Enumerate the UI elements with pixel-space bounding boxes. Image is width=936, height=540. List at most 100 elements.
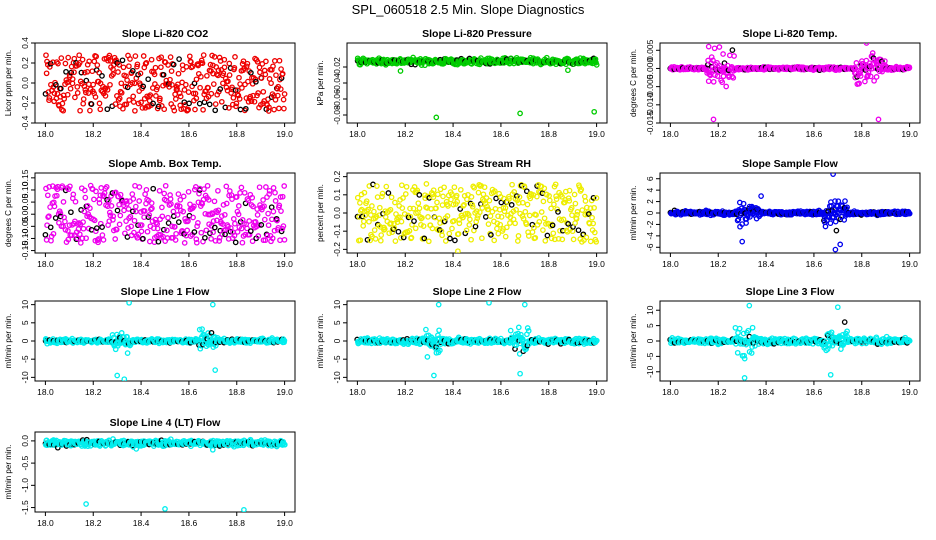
data-point <box>215 207 222 214</box>
highlight-point <box>447 235 453 242</box>
data-point <box>191 203 197 210</box>
data-point <box>140 53 147 59</box>
data-point <box>208 235 214 242</box>
data-point <box>77 107 83 114</box>
x-tick-label: 18.2 <box>710 129 727 139</box>
data-point <box>430 187 437 194</box>
highlight-point <box>452 237 458 244</box>
data-point <box>511 189 518 195</box>
data-point <box>199 60 206 67</box>
data-point <box>532 234 539 241</box>
data-point <box>149 205 155 212</box>
data-point <box>212 237 219 244</box>
data-point <box>117 191 124 198</box>
y-tick-label: 4 <box>645 188 655 193</box>
x-tick-label: 18.2 <box>710 259 727 269</box>
data-point <box>146 238 153 245</box>
data-point <box>147 92 154 98</box>
data-point <box>542 237 549 244</box>
data-point <box>123 218 129 224</box>
y-tick-label: -5 <box>645 352 655 360</box>
data-point <box>250 203 256 210</box>
y-tick-label: 0.00 <box>20 206 30 223</box>
data-point <box>103 184 110 190</box>
x-tick-label: 18.8 <box>853 259 870 269</box>
data-point <box>225 78 231 85</box>
data-point <box>399 205 406 211</box>
data-point <box>165 214 171 221</box>
data-point <box>252 76 259 83</box>
data-point <box>157 95 163 102</box>
data-point <box>134 234 141 241</box>
highlight-point <box>140 83 147 90</box>
data-point <box>862 78 868 85</box>
data-point <box>402 191 409 197</box>
x-tick-label: 18.8 <box>228 518 245 528</box>
data-point <box>480 191 487 198</box>
data-point <box>80 96 87 102</box>
data-point <box>236 74 242 81</box>
data-point <box>184 227 191 234</box>
data-point <box>448 196 454 203</box>
data-point <box>216 238 223 244</box>
data-point <box>210 81 217 87</box>
data-point <box>132 203 139 210</box>
data-point <box>137 70 144 77</box>
highlight-point <box>114 207 121 214</box>
highlight-point <box>364 236 371 243</box>
data-points <box>354 301 600 379</box>
data-point <box>114 372 121 379</box>
data-point <box>578 186 585 193</box>
data-point <box>182 81 189 88</box>
data-point <box>189 63 196 70</box>
y-tick-label: 0.15 <box>20 169 30 186</box>
x-tick-label: 18.2 <box>85 387 102 397</box>
data-point <box>134 63 140 70</box>
data-point <box>507 220 513 226</box>
data-point <box>280 223 287 229</box>
data-point <box>281 183 288 189</box>
x-tick-label: 18.0 <box>662 259 679 269</box>
data-point <box>453 192 460 199</box>
data-point <box>165 62 171 68</box>
data-point <box>193 236 200 243</box>
data-point <box>263 58 269 65</box>
y-tick-label: -0.08 <box>332 105 342 125</box>
data-point <box>397 68 404 74</box>
y-tick-label: 10 <box>332 300 342 310</box>
data-point <box>853 60 860 66</box>
data-point <box>522 208 529 215</box>
data-point <box>435 301 442 308</box>
data-point <box>273 72 279 79</box>
data-point <box>93 53 100 60</box>
data-point <box>180 193 187 200</box>
highlight-point <box>181 99 188 106</box>
x-tick-label: 18.4 <box>133 518 150 528</box>
data-point <box>423 326 429 333</box>
data-points <box>354 181 600 253</box>
data-point <box>369 203 375 209</box>
data-point <box>168 68 175 74</box>
data-point <box>466 222 473 228</box>
data-point <box>62 60 69 67</box>
data-point <box>255 233 262 239</box>
data-point <box>67 183 73 190</box>
data-point <box>379 190 386 197</box>
data-point <box>269 235 276 242</box>
data-point <box>266 187 273 194</box>
data-point <box>164 227 170 234</box>
data-point <box>262 71 269 78</box>
y-tick-label: -2 <box>645 220 655 228</box>
data-point <box>239 85 245 91</box>
data-point <box>444 213 451 219</box>
data-point <box>51 203 58 210</box>
x-tick-label: 18.4 <box>133 387 150 397</box>
highlight-point <box>93 225 100 231</box>
data-point <box>59 183 66 189</box>
data-point <box>500 205 507 211</box>
data-point <box>506 193 512 200</box>
data-point <box>190 214 196 221</box>
data-point <box>591 108 598 115</box>
data-point <box>76 59 83 66</box>
